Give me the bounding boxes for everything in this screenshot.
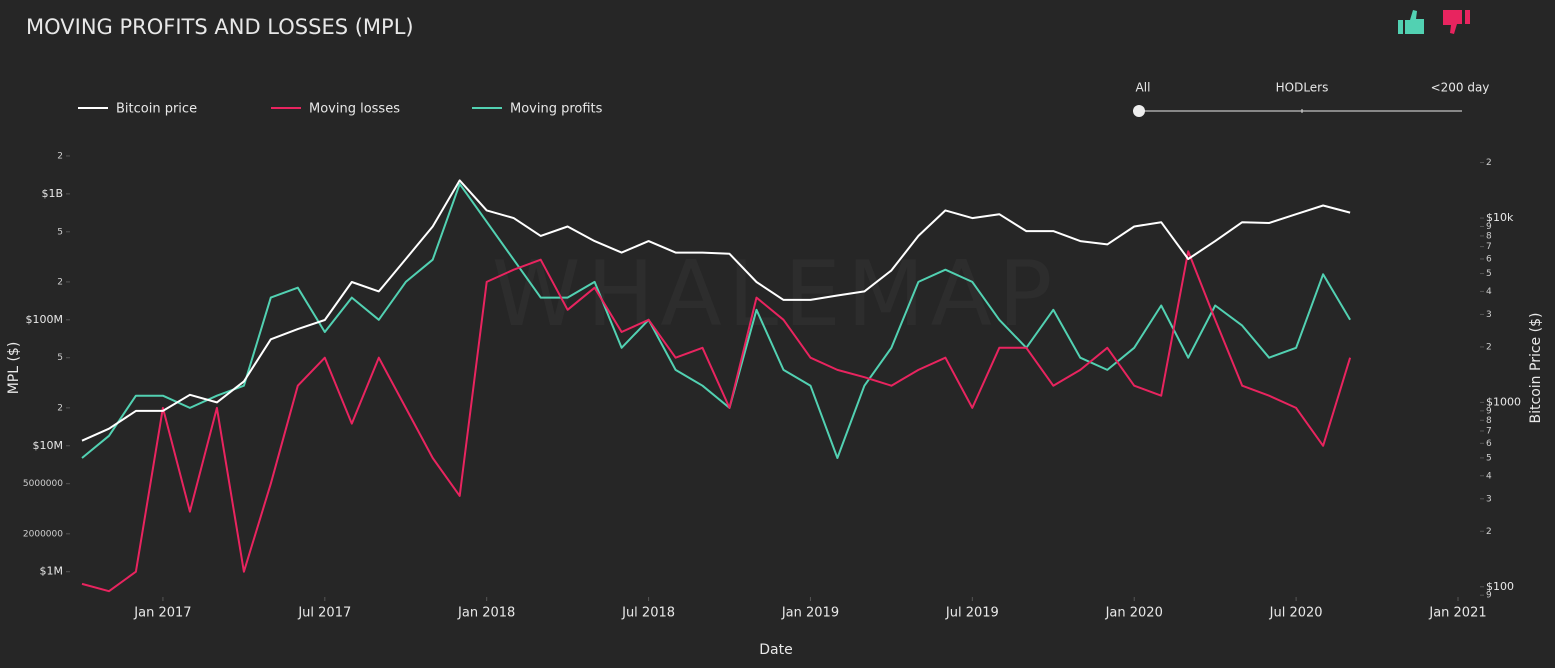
series-line bbox=[81, 182, 1351, 459]
x-tick-label: Jul 2018 bbox=[621, 606, 675, 621]
y2-tick-label: $10k bbox=[1486, 211, 1514, 224]
y2-tick-label: 4 bbox=[1486, 471, 1492, 481]
y2-axis-label: Bitcoin Price ($) bbox=[1528, 313, 1544, 424]
y2-tick-label: 8 bbox=[1486, 416, 1492, 426]
y2-tick-label: 7 bbox=[1486, 242, 1492, 252]
y2-tick-label: 2 bbox=[1486, 342, 1492, 352]
y2-tick-label: 5 bbox=[1486, 453, 1492, 463]
y-tick-label: $1B bbox=[41, 187, 63, 200]
legend-label: Moving profits bbox=[510, 102, 603, 117]
y-tick-label: 5 bbox=[57, 227, 63, 237]
y2-tick-label: 8 bbox=[1486, 231, 1492, 241]
y2-tick-label: 2 bbox=[1486, 527, 1492, 537]
thumbs-down[interactable] bbox=[1443, 10, 1470, 34]
y-axis-label: MPL ($) bbox=[6, 342, 22, 395]
chart-title: MOVING PROFITS AND LOSSES (MPL) bbox=[26, 15, 414, 39]
slider-thumb[interactable] bbox=[1133, 105, 1145, 117]
x-tick-label: Jul 2019 bbox=[945, 606, 999, 621]
y-tick-label: $1M bbox=[40, 565, 64, 578]
x-tick-label: Jan 2018 bbox=[457, 606, 515, 621]
x-tick-label: Jan 2021 bbox=[1428, 606, 1486, 621]
y-tick-label: 5000000 bbox=[23, 479, 63, 489]
thumbs-up[interactable] bbox=[1398, 10, 1424, 34]
y2-tick-label: 3 bbox=[1486, 494, 1492, 504]
y-tick-label: 5 bbox=[57, 353, 63, 363]
series-line bbox=[81, 250, 1352, 593]
y-tick-label: 2 bbox=[57, 403, 63, 413]
x-tick-label: Jan 2017 bbox=[133, 606, 191, 621]
y2-tick-label: 6 bbox=[1486, 439, 1492, 449]
y2-tick-label: 3 bbox=[1486, 310, 1492, 320]
x-axis-label: Date bbox=[759, 642, 792, 658]
y2-tick-label: 6 bbox=[1486, 254, 1492, 264]
slider-option[interactable]: <200 day bbox=[1431, 81, 1490, 95]
x-tick-label: Jul 2020 bbox=[1269, 606, 1323, 621]
y2-tick-label: 7 bbox=[1486, 426, 1492, 436]
y2-tick-label: 5 bbox=[1486, 269, 1492, 279]
legend-label: Moving losses bbox=[309, 102, 400, 117]
plot-area bbox=[81, 179, 1352, 593]
slider-option[interactable]: All bbox=[1136, 81, 1151, 95]
legend-label: Bitcoin price bbox=[116, 102, 197, 117]
y2-tick-label: 9 bbox=[1486, 406, 1492, 416]
y2-tick-label: 9 bbox=[1486, 222, 1492, 232]
y-tick-label: $10M bbox=[33, 439, 64, 452]
y-tick-label: 2 bbox=[57, 277, 63, 287]
y-tick-label: $100M bbox=[26, 313, 64, 326]
slider-option[interactable]: HODLers bbox=[1276, 81, 1329, 95]
y-tick-label: 2 bbox=[57, 151, 63, 161]
y2-tick-label: $1000 bbox=[1486, 395, 1521, 408]
x-tick-label: Jan 2019 bbox=[781, 606, 839, 621]
x-tick-label: Jan 2020 bbox=[1105, 606, 1163, 621]
x-tick-label: Jul 2017 bbox=[297, 606, 351, 621]
y-tick-label: 2000000 bbox=[23, 529, 63, 539]
y2-tick-label: $100 bbox=[1486, 580, 1514, 593]
y2-tick-label: 9 bbox=[1486, 591, 1492, 601]
y2-tick-label: 2 bbox=[1486, 158, 1492, 168]
series-line bbox=[81, 179, 1351, 442]
y2-tick-label: 4 bbox=[1486, 287, 1492, 297]
